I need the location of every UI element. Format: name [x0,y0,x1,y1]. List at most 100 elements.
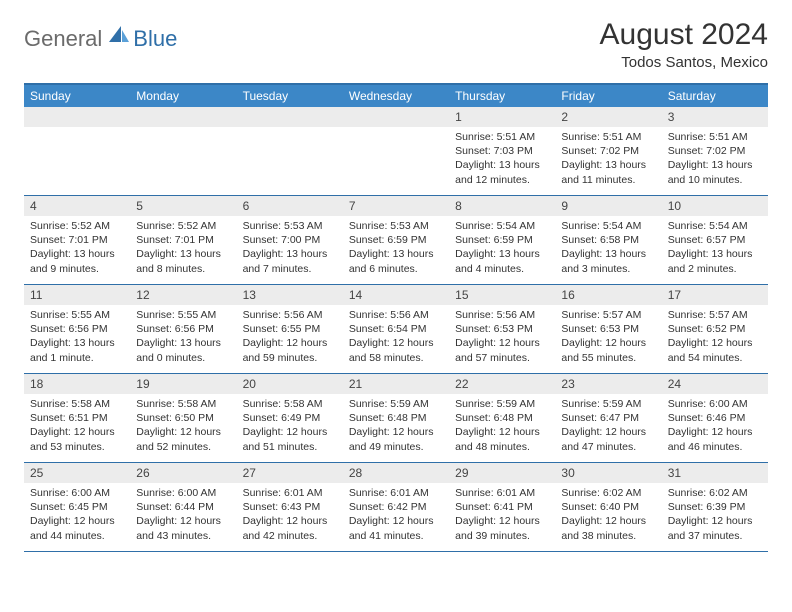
sunset-line: Sunset: 6:51 PM [30,411,124,425]
sunrise-line: Sunrise: 6:01 AM [455,486,549,500]
sunrise-line: Sunrise: 5:55 AM [30,308,124,322]
day-data: Sunrise: 6:00 AMSunset: 6:46 PMDaylight:… [662,394,768,459]
daylight-line: Daylight: 12 hours and 53 minutes. [30,425,124,453]
dow-sunday: Sunday [24,85,130,107]
day-number: 1 [449,107,555,127]
week-row: 25Sunrise: 6:00 AMSunset: 6:45 PMDayligh… [24,463,768,552]
day-number: 31 [662,463,768,483]
daylight-line: Daylight: 13 hours and 1 minute. [30,336,124,364]
day-cell: 22Sunrise: 5:59 AMSunset: 6:48 PMDayligh… [449,374,555,462]
day-cell: 11Sunrise: 5:55 AMSunset: 6:56 PMDayligh… [24,285,130,373]
daylight-line: Daylight: 13 hours and 11 minutes. [561,158,655,186]
dow-tuesday: Tuesday [237,85,343,107]
day-data: Sunrise: 5:59 AMSunset: 6:48 PMDaylight:… [343,394,449,459]
sunrise-line: Sunrise: 5:57 AM [668,308,762,322]
sunset-line: Sunset: 6:53 PM [455,322,549,336]
sunrise-line: Sunrise: 6:00 AM [136,486,230,500]
logo-sail-icon [107,24,131,49]
sunrise-line: Sunrise: 5:53 AM [243,219,337,233]
dow-friday: Friday [555,85,661,107]
day-number: 3 [662,107,768,127]
day-number: 7 [343,196,449,216]
title-block: August 2024 Todos Santos, Mexico [600,18,768,71]
daylight-line: Daylight: 12 hours and 43 minutes. [136,514,230,542]
day-number [237,107,343,127]
day-data: Sunrise: 5:57 AMSunset: 6:53 PMDaylight:… [555,305,661,370]
sunrise-line: Sunrise: 5:51 AM [561,130,655,144]
daylight-line: Daylight: 12 hours and 38 minutes. [561,514,655,542]
sunset-line: Sunset: 6:49 PM [243,411,337,425]
sunset-line: Sunset: 6:55 PM [243,322,337,336]
logo: General Blue [24,18,177,52]
day-number: 27 [237,463,343,483]
day-data: Sunrise: 5:53 AMSunset: 6:59 PMDaylight:… [343,216,449,281]
sunset-line: Sunset: 7:03 PM [455,144,549,158]
sunrise-line: Sunrise: 5:54 AM [561,219,655,233]
day-cell: 15Sunrise: 5:56 AMSunset: 6:53 PMDayligh… [449,285,555,373]
day-cell: 17Sunrise: 5:57 AMSunset: 6:52 PMDayligh… [662,285,768,373]
day-cell: 9Sunrise: 5:54 AMSunset: 6:58 PMDaylight… [555,196,661,284]
day-number: 8 [449,196,555,216]
dow-saturday: Saturday [662,85,768,107]
day-number: 2 [555,107,661,127]
sunset-line: Sunset: 6:48 PM [349,411,443,425]
daylight-line: Daylight: 12 hours and 41 minutes. [349,514,443,542]
sunset-line: Sunset: 6:40 PM [561,500,655,514]
day-number: 20 [237,374,343,394]
day-data: Sunrise: 5:56 AMSunset: 6:54 PMDaylight:… [343,305,449,370]
empty-cell [343,107,449,195]
week-row: 11Sunrise: 5:55 AMSunset: 6:56 PMDayligh… [24,285,768,374]
day-number: 13 [237,285,343,305]
day-cell: 20Sunrise: 5:58 AMSunset: 6:49 PMDayligh… [237,374,343,462]
sunset-line: Sunset: 6:50 PM [136,411,230,425]
day-number: 10 [662,196,768,216]
empty-cell [24,107,130,195]
daylight-line: Daylight: 12 hours and 57 minutes. [455,336,549,364]
daylight-line: Daylight: 13 hours and 2 minutes. [668,247,762,275]
day-cell: 26Sunrise: 6:00 AMSunset: 6:44 PMDayligh… [130,463,236,551]
sunrise-line: Sunrise: 5:57 AM [561,308,655,322]
day-data: Sunrise: 6:02 AMSunset: 6:39 PMDaylight:… [662,483,768,548]
daylight-line: Daylight: 13 hours and 6 minutes. [349,247,443,275]
day-cell: 12Sunrise: 5:55 AMSunset: 6:56 PMDayligh… [130,285,236,373]
day-number [24,107,130,127]
day-data: Sunrise: 6:01 AMSunset: 6:41 PMDaylight:… [449,483,555,548]
day-data: Sunrise: 5:52 AMSunset: 7:01 PMDaylight:… [24,216,130,281]
sunrise-line: Sunrise: 5:59 AM [561,397,655,411]
day-cell: 4Sunrise: 5:52 AMSunset: 7:01 PMDaylight… [24,196,130,284]
sunset-line: Sunset: 6:45 PM [30,500,124,514]
day-data: Sunrise: 5:58 AMSunset: 6:50 PMDaylight:… [130,394,236,459]
sunset-line: Sunset: 6:44 PM [136,500,230,514]
sunset-line: Sunset: 6:39 PM [668,500,762,514]
day-cell: 1Sunrise: 5:51 AMSunset: 7:03 PMDaylight… [449,107,555,195]
daylight-line: Daylight: 12 hours and 59 minutes. [243,336,337,364]
day-number: 29 [449,463,555,483]
day-number: 15 [449,285,555,305]
day-cell: 6Sunrise: 5:53 AMSunset: 7:00 PMDaylight… [237,196,343,284]
day-number: 24 [662,374,768,394]
day-data: Sunrise: 5:54 AMSunset: 6:57 PMDaylight:… [662,216,768,281]
sunrise-line: Sunrise: 6:01 AM [243,486,337,500]
daylight-line: Daylight: 13 hours and 7 minutes. [243,247,337,275]
day-number: 17 [662,285,768,305]
day-cell: 31Sunrise: 6:02 AMSunset: 6:39 PMDayligh… [662,463,768,551]
day-number: 16 [555,285,661,305]
day-data: Sunrise: 6:01 AMSunset: 6:42 PMDaylight:… [343,483,449,548]
day-cell: 2Sunrise: 5:51 AMSunset: 7:02 PMDaylight… [555,107,661,195]
sunset-line: Sunset: 6:58 PM [561,233,655,247]
sunset-line: Sunset: 7:01 PM [136,233,230,247]
page-subtitle: Todos Santos, Mexico [600,54,768,71]
day-cell: 23Sunrise: 5:59 AMSunset: 6:47 PMDayligh… [555,374,661,462]
sunset-line: Sunset: 6:42 PM [349,500,443,514]
day-number: 11 [24,285,130,305]
day-number: 5 [130,196,236,216]
daylight-line: Daylight: 12 hours and 46 minutes. [668,425,762,453]
sunrise-line: Sunrise: 6:00 AM [668,397,762,411]
day-data: Sunrise: 5:54 AMSunset: 6:59 PMDaylight:… [449,216,555,281]
sunset-line: Sunset: 7:00 PM [243,233,337,247]
daylight-line: Daylight: 12 hours and 55 minutes. [561,336,655,364]
daylight-line: Daylight: 13 hours and 12 minutes. [455,158,549,186]
daylight-line: Daylight: 13 hours and 0 minutes. [136,336,230,364]
day-number: 9 [555,196,661,216]
day-cell: 25Sunrise: 6:00 AMSunset: 6:45 PMDayligh… [24,463,130,551]
